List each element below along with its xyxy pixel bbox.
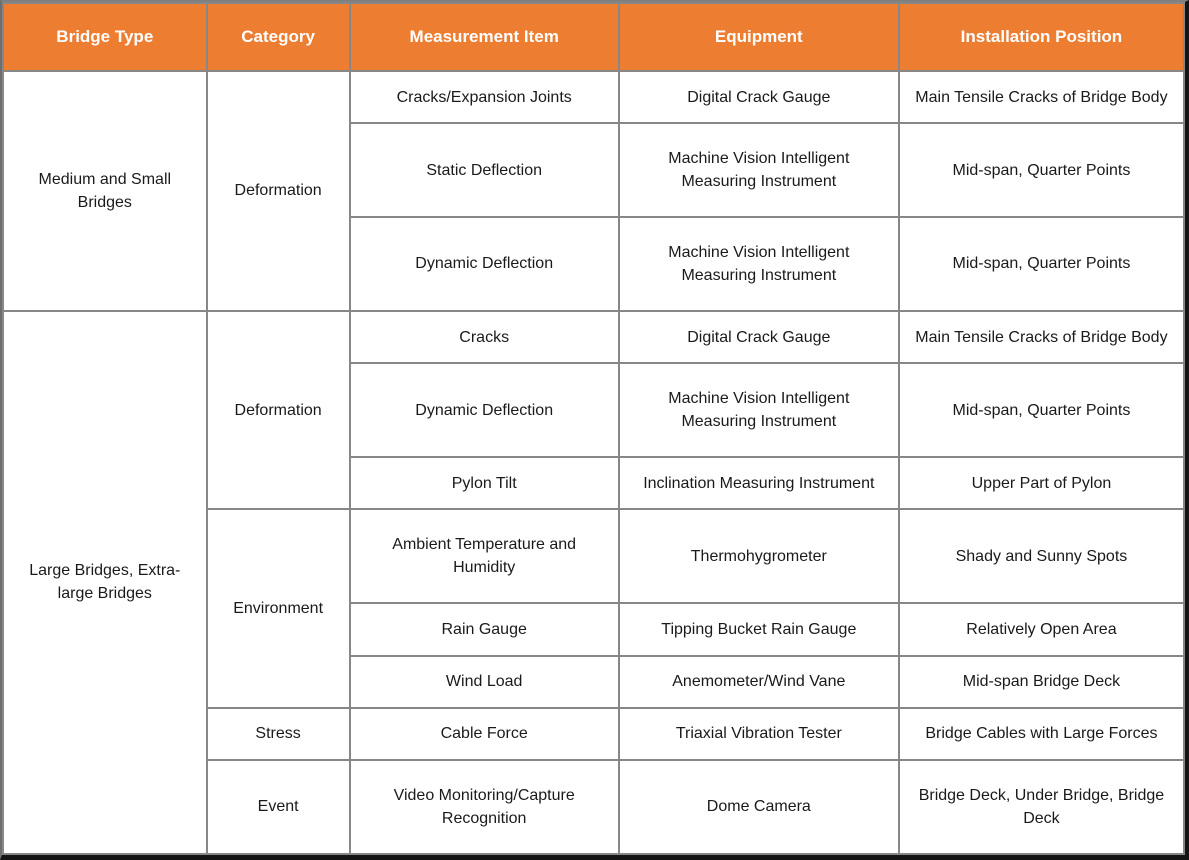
- column-header-installation-position: Installation Position: [897, 2, 1185, 72]
- measurement-item-cell: Pylon Tilt: [348, 456, 620, 511]
- table-row: Rain Gauge Tipping Bucket Rain Gauge Relat…: [3, 602, 1185, 657]
- bridge-type-cell: Large Bridges, Extra-large Bridges: [2, 309, 208, 855]
- installation-position-cell: Bridge Cables with Large Forces: [897, 706, 1185, 762]
- installation-position-cell: Mid-span, Quarter Points: [897, 362, 1185, 459]
- equipment-cell: Triaxial Vibration Tester: [617, 706, 900, 762]
- installation-position-cell: Main Tensile Cracks of Bridge Body: [897, 69, 1185, 125]
- table-row: Medium and Small Bridges Deformation Crack…: [2, 69, 1185, 312]
- bridge-type-cell: Medium and Small Bridges: [2, 70, 208, 312]
- measurement-item-cell: Dynamic Deflection: [348, 362, 620, 459]
- measurement-item-cell: Dynamic Deflection: [348, 216, 620, 312]
- equipment-cell: Thermohygrometer: [617, 508, 900, 605]
- installation-position-cell: Shady and Sunny Spots: [897, 508, 1185, 605]
- equipment-cell: Tipping Bucket Rain Gauge: [617, 602, 900, 657]
- equipment-cell: Machine Vision Intelligent Measuring Ins…: [617, 122, 900, 219]
- measurement-item-cell: Video Monitoring/Capture Recognition: [348, 759, 620, 855]
- table-row: Pylon Tilt Inclination Measuring Instrume…: [3, 456, 1185, 511]
- equipment-cell: Digital Crack Gauge: [617, 69, 900, 125]
- installation-position-cell: Relatively Open Area: [897, 602, 1185, 657]
- category-cell: Event: [205, 759, 351, 855]
- measurement-item-cell: Cracks: [348, 309, 620, 365]
- table-body: Medium and Small Bridges Deformation Crack…: [2, 69, 1185, 855]
- table-row: Large Bridges, Extra-large Bridges Deform…: [2, 309, 1185, 855]
- category-cell: Environment: [205, 508, 351, 709]
- measurement-item-cell: Static Deflection: [348, 122, 620, 219]
- column-header-equipment: Equipment: [617, 2, 900, 72]
- installation-position-cell: Main Tensile Cracks of Bridge Body: [897, 309, 1185, 365]
- column-header-category: Category: [205, 2, 351, 72]
- category-cell: Stress: [205, 706, 351, 762]
- installation-position-cell: Mid-span, Quarter Points: [897, 122, 1185, 219]
- equipment-cell: Digital Crack Gauge: [617, 309, 900, 365]
- installation-position-cell: Upper Part of Pylon: [897, 456, 1185, 511]
- category-cell: Deformation: [205, 309, 351, 511]
- installation-position-cell: Bridge Deck, Under Bridge, Bridge Deck: [897, 759, 1185, 855]
- table-row: Dynamic Deflection Machine Vision Intelli…: [3, 362, 1185, 459]
- equipment-cell: Anemometer/Wind Vane: [617, 654, 900, 709]
- equipment-cell: Dome Camera: [617, 759, 900, 855]
- category-cell: Deformation: [205, 70, 351, 312]
- table-row: Dynamic Deflection Machine Vision Intelli…: [3, 216, 1185, 312]
- table-row: Static Deflection Machine Vision Intellig…: [3, 122, 1185, 219]
- measurement-item-cell: Wind Load: [348, 654, 620, 709]
- header-row: Bridge Type Category Measurement Item Equip…: [2, 2, 1185, 72]
- equipment-cell: Machine Vision Intelligent Measuring Ins…: [617, 362, 900, 459]
- installation-position-cell: Mid-span Bridge Deck: [897, 654, 1185, 709]
- equipment-cell: Inclination Measuring Instrument: [617, 456, 900, 511]
- table-row: Stress Cable Force Triaxial Vibration Test…: [3, 706, 1185, 762]
- installation-position-cell: Mid-span, Quarter Points: [897, 216, 1185, 312]
- measurement-item-cell: Rain Gauge: [348, 602, 620, 657]
- table-header: Bridge Type Category Measurement Item Equip…: [2, 2, 1185, 72]
- column-header-measurement-item: Measurement Item: [348, 2, 620, 72]
- measurement-item-cell: Cracks/Expansion Joints: [348, 69, 620, 125]
- column-header-bridge-type: Bridge Type: [2, 2, 208, 72]
- table-row: Environment Ambient Temperature and Humid…: [3, 508, 1185, 709]
- table-row: Event Video Monitoring/Capture Recognitio…: [3, 759, 1185, 855]
- measurement-item-cell: Ambient Temperature and Humidity: [348, 508, 620, 605]
- equipment-cell: Machine Vision Intelligent Measuring Ins…: [617, 216, 900, 312]
- table-row: Wind Load Anemometer/Wind Vane Mid-span Br…: [3, 654, 1185, 709]
- measurement-item-cell: Cable Force: [348, 706, 620, 762]
